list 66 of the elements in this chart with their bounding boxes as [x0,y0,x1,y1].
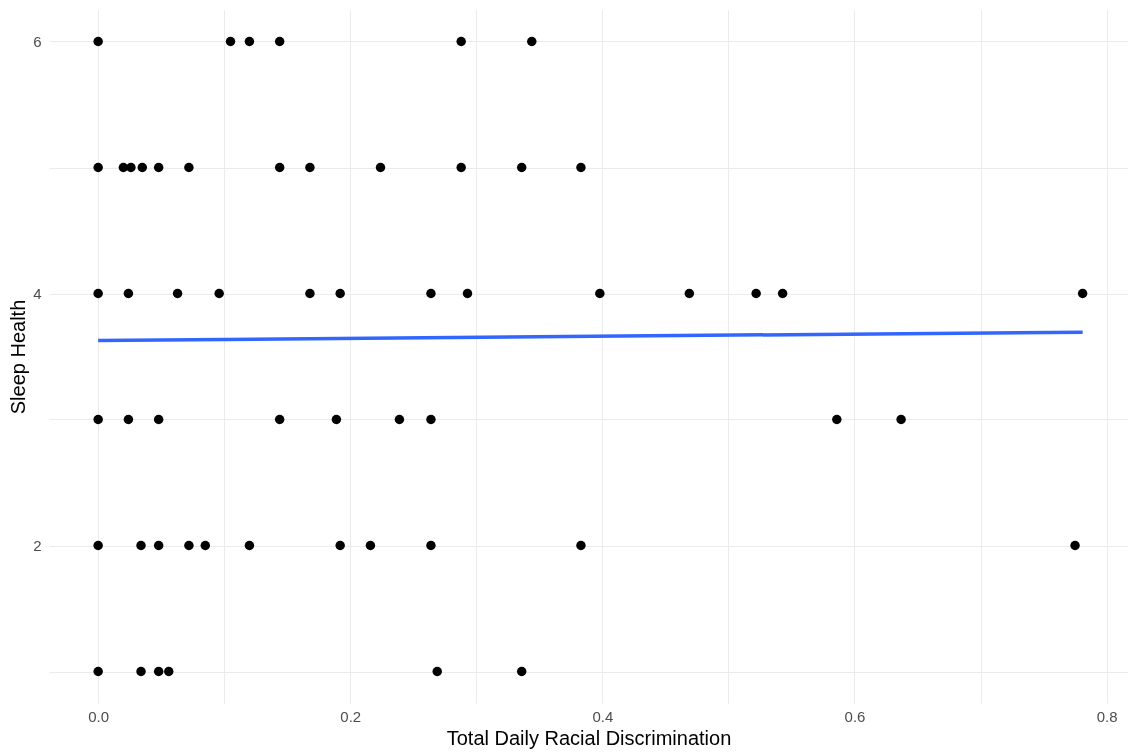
point [214,288,224,299]
point [153,666,164,677]
point [684,288,695,299]
point [137,162,148,173]
point [426,288,436,299]
x-tick-label: 0.8 [1096,707,1118,725]
point [335,540,345,551]
point [184,162,194,173]
point [1070,540,1080,551]
point [305,162,315,173]
point [93,162,103,173]
point [93,540,103,551]
y-axis-title: Sleep Health [7,299,30,415]
x-tick-label: 0.0 [88,707,110,725]
point [331,414,342,425]
point [274,36,285,47]
point [516,666,527,677]
point [456,36,466,47]
point [93,36,103,47]
point [426,540,436,551]
point [832,414,842,425]
point [462,288,473,299]
point [375,162,386,173]
point [516,162,527,173]
point [274,414,285,425]
point [172,288,183,299]
point [335,288,345,299]
point [896,414,906,425]
x-tick-label: 0.2 [340,707,362,725]
point [93,288,103,299]
point [432,666,442,677]
point [365,540,376,551]
point [576,162,586,173]
point [123,288,134,299]
point [456,162,466,173]
point [136,540,146,551]
x-axis-title: Total Daily Racial Discrimination [446,726,732,749]
point [93,414,103,425]
point [184,540,194,551]
point [777,288,788,299]
point [394,414,405,425]
point [244,540,255,551]
point [200,540,211,551]
point [153,414,164,425]
point [225,36,236,47]
point [153,162,164,173]
point [576,540,586,551]
y-tick-label: 6 [33,33,42,50]
point [527,36,537,47]
point [426,414,436,425]
point [136,666,146,677]
point [1077,288,1088,299]
point [244,36,255,47]
y-tick-label: 4 [33,285,42,302]
point [164,666,174,677]
y-tick-label: 2 [33,537,42,554]
point [274,162,285,173]
x-tick-label: 0.4 [592,707,614,725]
point [126,162,136,173]
point [305,288,315,299]
x-tick-label: 0.6 [844,707,866,725]
point [93,666,103,677]
point [751,288,761,299]
point [595,288,605,299]
point [153,540,164,551]
point [123,414,134,425]
